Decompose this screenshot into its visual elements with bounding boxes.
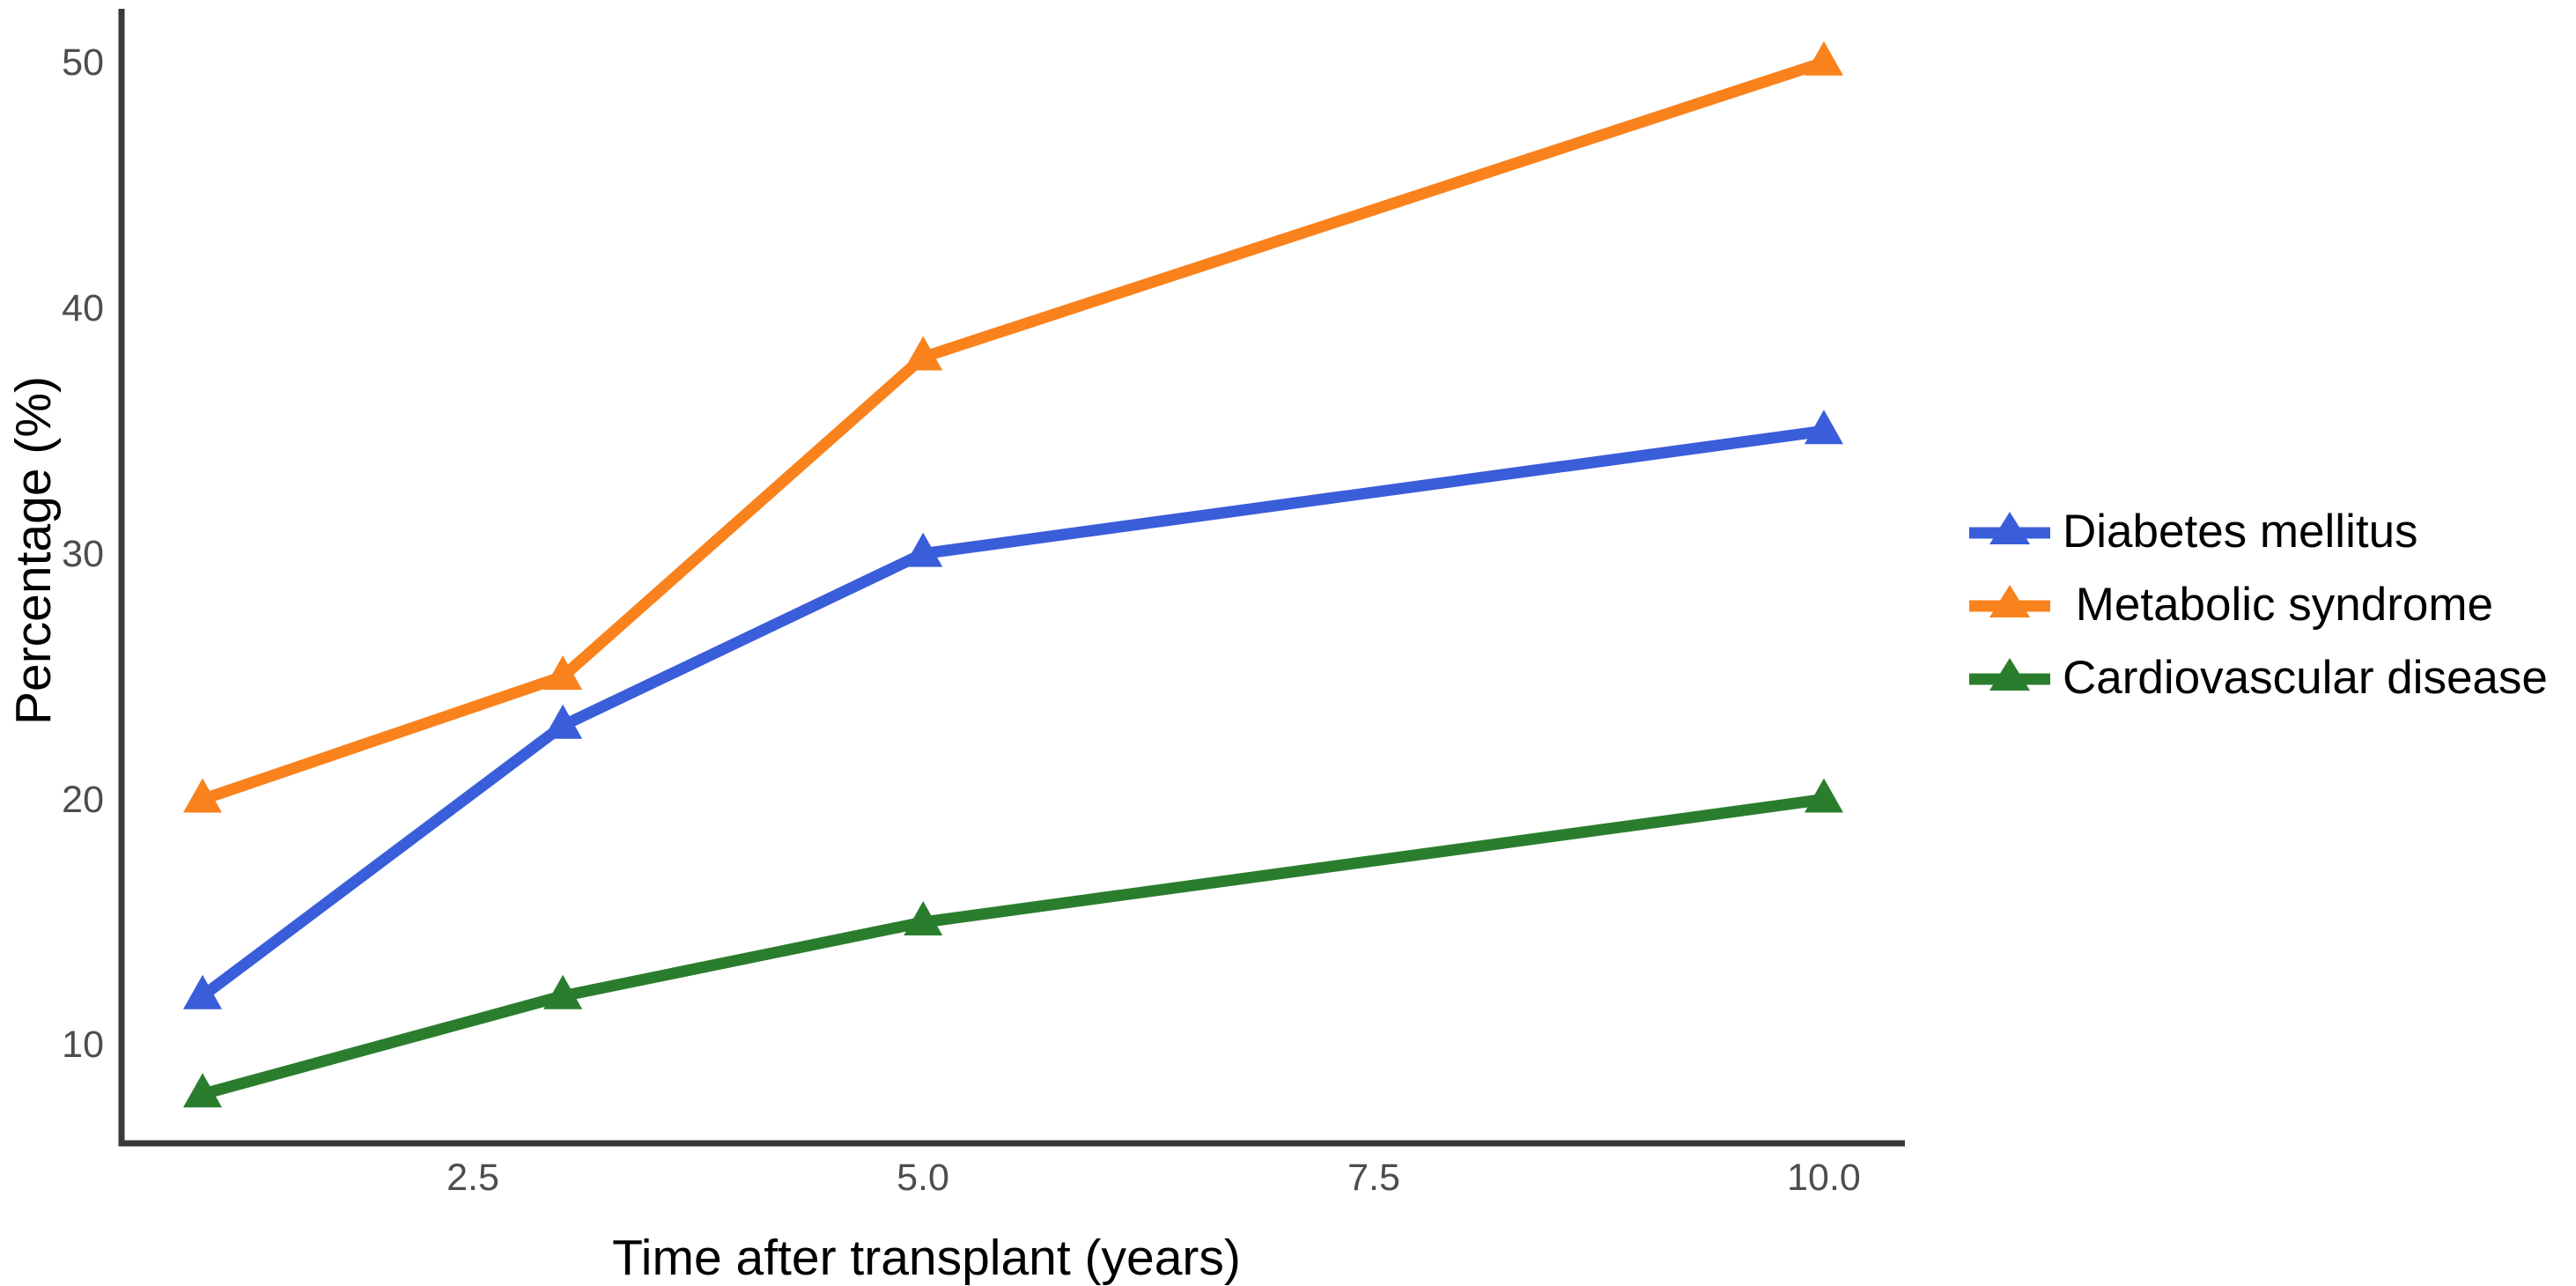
data-point-marker <box>904 336 943 371</box>
x-tick-label-5-0: 5.0 <box>897 1157 949 1199</box>
series-layer <box>183 41 1843 1108</box>
series-0 <box>183 410 1843 1009</box>
data-point-marker <box>183 974 222 1009</box>
data-point-marker <box>183 1073 222 1108</box>
series-1 <box>183 41 1843 813</box>
y-tick-label-50: 50 <box>62 41 104 84</box>
x-tick-label-10-0: 10.0 <box>1787 1157 1861 1199</box>
series-2 <box>183 778 1843 1108</box>
legend-item-metabolic-syndrome: Metabolic syndrome <box>1966 578 2548 632</box>
series-line <box>200 56 1827 805</box>
data-point-marker <box>1805 41 1843 76</box>
legend-item-label: Metabolic syndrome <box>2063 579 2493 631</box>
x-tick-label-7-5: 7.5 <box>1347 1157 1400 1199</box>
series-line <box>199 425 1825 1001</box>
y-tick-label-40: 40 <box>62 287 104 329</box>
x-axis-title: Time after transplant (years) <box>612 1230 1241 1286</box>
data-point-marker <box>904 901 943 935</box>
y-axis-title: Percentage (%) <box>5 375 62 726</box>
triangle-marker-icon <box>1969 512 2050 544</box>
legend-item-label: Diabetes mellitus <box>2063 506 2418 558</box>
data-point-marker <box>543 974 583 1009</box>
y-tick-label-30: 30 <box>62 533 104 575</box>
legend-item-label: Cardiovascular disease <box>2063 652 2548 704</box>
data-point-marker <box>1805 778 1843 813</box>
data-point-marker <box>543 655 583 691</box>
data-point-marker <box>543 704 583 739</box>
legend: Diabetes mellitus Metabolic syndrome Car… <box>1966 505 2548 705</box>
y-tick-label-20: 20 <box>62 779 104 821</box>
series-line <box>201 794 1825 1100</box>
data-point-marker <box>183 778 222 813</box>
x-tick-label-2-5: 2.5 <box>447 1157 499 1199</box>
triangle-marker-icon <box>1969 585 2050 617</box>
legend-item-cardiovascular-disease: Cardiovascular disease <box>1966 651 2548 705</box>
legend-item-diabetes-mellitus: Diabetes mellitus <box>1966 505 2548 558</box>
data-point-marker <box>904 532 943 567</box>
triangle-marker-icon <box>1969 658 2050 691</box>
data-point-marker <box>1805 410 1843 445</box>
y-tick-label-10: 10 <box>62 1024 104 1066</box>
